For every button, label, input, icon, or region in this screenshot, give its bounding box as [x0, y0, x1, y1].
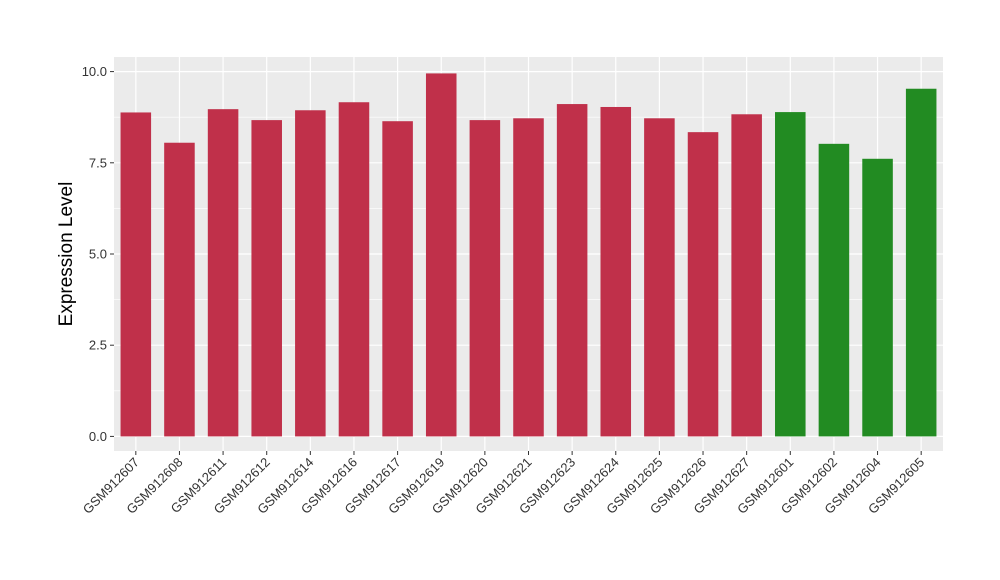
bar-GSM912620	[469, 120, 501, 437]
y-tick-label: 0.0	[89, 429, 107, 444]
bar-GSM912604	[862, 158, 893, 437]
bar-GSM912624	[600, 106, 632, 437]
bar-GSM912617	[382, 121, 413, 437]
x-axis: GSM912607GSM912608GSM912611GSM912612GSM9…	[80, 451, 927, 517]
bar-GSM912619	[425, 73, 457, 437]
bar-GSM912623	[556, 104, 588, 437]
bar-GSM912611	[207, 109, 239, 437]
y-axis: 0.0 2.5 5.0 7.5 10.0	[82, 64, 114, 444]
bar-GSM912602	[818, 143, 850, 437]
bar-GSM912621	[513, 118, 544, 437]
bar-GSM912607	[120, 112, 152, 437]
y-tick-label: 7.5	[89, 155, 107, 170]
bar-GSM912614	[295, 110, 326, 437]
y-tick-label: 2.5	[89, 338, 107, 353]
bar-GSM912608	[164, 142, 195, 437]
bar-GSM912601	[775, 112, 806, 437]
bar-GSM912626	[687, 132, 719, 437]
bar-GSM912627	[731, 114, 762, 437]
bar-GSM912612	[251, 120, 282, 437]
y-axis-title: Expression Level	[56, 182, 77, 327]
bar-GSM912625	[644, 118, 675, 437]
bars	[120, 73, 937, 437]
y-tick-label: 10.0	[82, 64, 107, 79]
y-tick-label: 5.0	[89, 247, 107, 262]
bar-GSM912605	[905, 88, 937, 437]
bar-GSM912616	[338, 102, 370, 437]
